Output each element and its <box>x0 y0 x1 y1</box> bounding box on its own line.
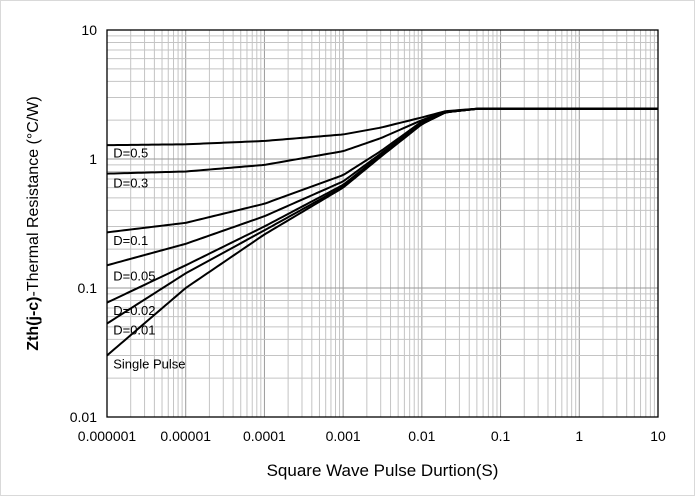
x-tick-labels: 0.000001 0.00001 0.0001 0.001 0.01 0.1 1 10 <box>78 428 666 444</box>
y-tick-label: 1 <box>89 151 97 167</box>
series-lines <box>106 107 658 357</box>
x-tick-label: 0.001 <box>326 428 361 444</box>
y-tick-labels: 0.01 0.1 1 10 <box>70 22 97 425</box>
x-tick-label: 0.01 <box>408 428 435 444</box>
series-label-0: D=0.5 <box>113 145 148 160</box>
x-tick-label: 0.0001 <box>243 428 286 444</box>
plot-border <box>106 29 659 418</box>
series-label-5: D=0.01 <box>113 323 155 338</box>
y-axis-title-bold: Zth(j-c) <box>25 297 42 351</box>
x-tick-label: 0.00001 <box>160 428 211 444</box>
y-axis-title: Zth(j-c)-Thermal Resistance (°C/W) <box>25 96 42 350</box>
y-tick-label: 10 <box>81 22 97 38</box>
y-tick-label: 0.01 <box>70 409 97 425</box>
grid-lines <box>106 30 658 418</box>
series-label-1: D=0.3 <box>113 176 148 191</box>
y-tick-label: 0.1 <box>78 280 98 296</box>
x-tick-label: 0.000001 <box>78 428 137 444</box>
series-labels: D=0.5 D=0.3 D=0.1 D=0.05 D=0.02 D=0.01 Single … <box>113 145 185 371</box>
x-tick-label: 1 <box>575 428 583 444</box>
series-label-4: D=0.02 <box>113 303 155 318</box>
x-tick-label: 10 <box>650 428 666 444</box>
series-line-6 <box>106 107 658 357</box>
x-axis-title: Square Wave Pulse Durtion(S) <box>267 461 499 480</box>
series-label-6: Single Pulse <box>113 357 185 372</box>
y-axis-title-rest: -Thermal Resistance (°C/W) <box>25 96 42 296</box>
series-label-2: D=0.1 <box>113 233 148 248</box>
series-label-3: D=0.05 <box>113 269 155 284</box>
x-tick-label: 0.1 <box>491 428 511 444</box>
